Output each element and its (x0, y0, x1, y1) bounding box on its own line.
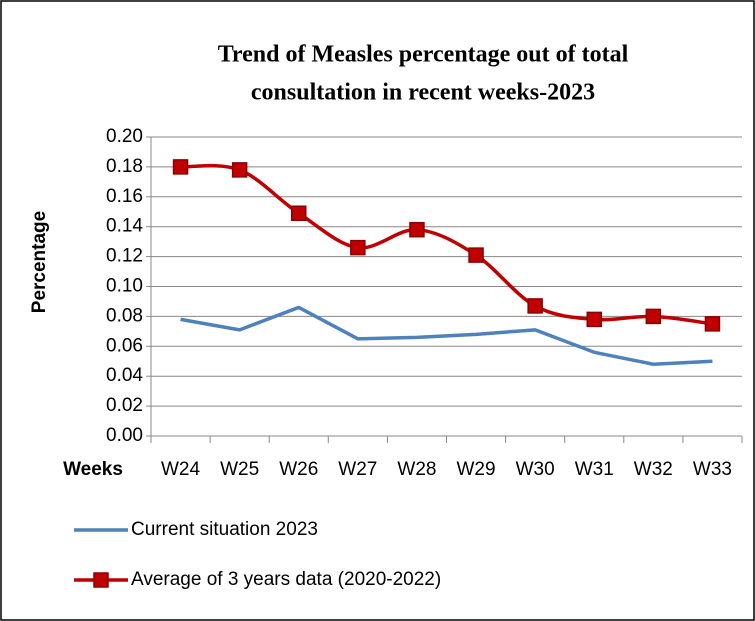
x-tick-label: W31 (575, 459, 614, 480)
series-marker (350, 239, 366, 256)
chart-title: Trend of Measles percentage out of total (218, 42, 629, 68)
legend-label: Average of 3 years data (2020-2022) (131, 569, 441, 590)
y-tick-label: 0.02 (106, 395, 143, 416)
series-marker (704, 316, 721, 332)
series-marker (527, 298, 543, 314)
series-marker (409, 221, 425, 238)
y-tick-label: 0.00 (106, 425, 143, 446)
legend-marker (93, 572, 109, 588)
y-tick-label: 0.04 (106, 365, 143, 386)
x-tick-label: W29 (457, 459, 496, 480)
series-marker (172, 159, 189, 175)
x-tick-label: W28 (397, 459, 436, 480)
y-tick-label: 0.06 (106, 335, 143, 356)
y-tick-label: 0.16 (106, 186, 143, 207)
series-marker (291, 205, 307, 221)
x-axis-label: Weeks (63, 459, 123, 480)
series-marker (586, 311, 602, 328)
series-marker (468, 247, 484, 263)
y-tick-label: 0.14 (106, 216, 143, 237)
y-axis-label: Percentage (29, 211, 50, 313)
x-tick-label: W33 (693, 459, 732, 480)
series-marker (231, 162, 248, 178)
y-tick-label: 0.20 (106, 126, 143, 147)
x-tick-label: W25 (220, 459, 259, 480)
series-marker (645, 308, 662, 325)
x-tick-label: W32 (634, 459, 673, 480)
legend-label: Current situation 2023 (131, 519, 318, 540)
x-tick-label: W30 (516, 459, 555, 480)
x-tick-label: W26 (279, 459, 318, 480)
y-tick-label: 0.12 (106, 246, 143, 267)
y-tick-label: 0.08 (106, 305, 143, 326)
x-tick-label: W24 (161, 459, 201, 480)
series-line (180, 305, 713, 366)
y-tick-label: 0.18 (106, 156, 143, 177)
y-tick-label: 0.10 (106, 276, 143, 297)
chart-title: consultation in recent weeks-2023 (251, 80, 595, 106)
series-line (180, 163, 713, 326)
x-tick-label: W27 (338, 459, 377, 480)
